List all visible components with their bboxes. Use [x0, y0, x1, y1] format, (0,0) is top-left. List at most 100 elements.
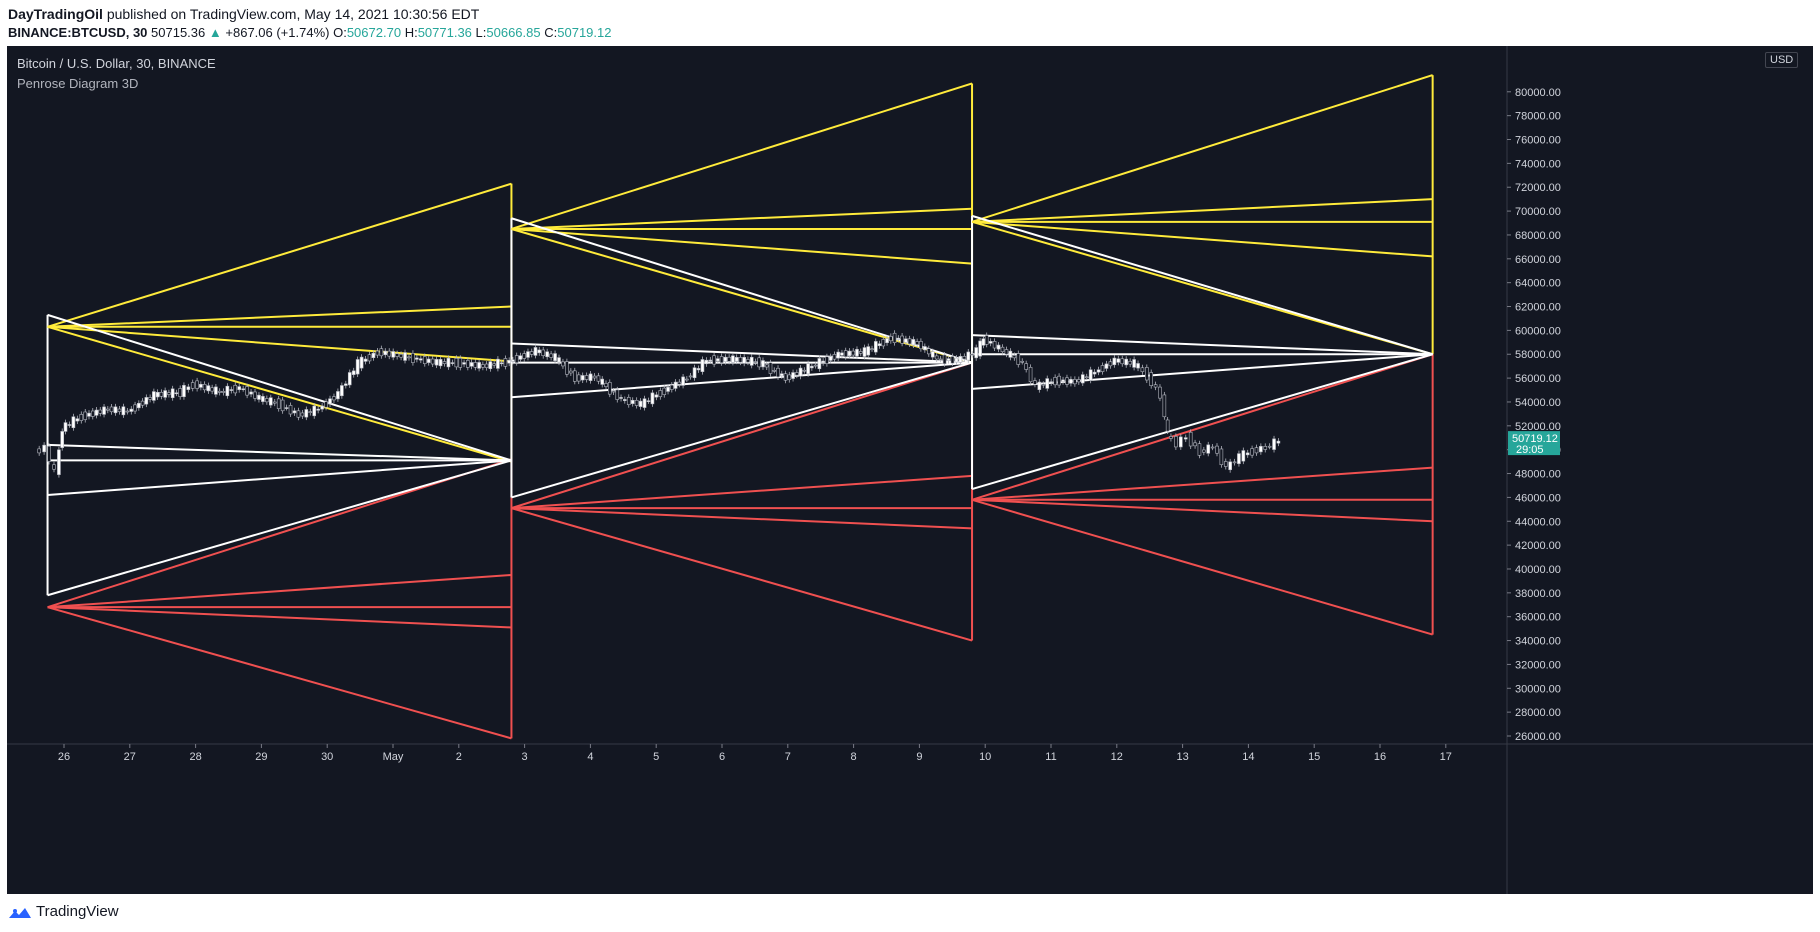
candle-body [67, 424, 72, 426]
candle-body [576, 374, 581, 382]
y-tick-label: 62000.00 [1515, 302, 1561, 314]
candle-body [981, 338, 986, 346]
candle-body [1254, 447, 1259, 454]
candle-body [1206, 444, 1211, 454]
candle-body [518, 355, 523, 360]
candle-body [1016, 353, 1021, 365]
candle-body [828, 356, 833, 361]
candle-body [1061, 379, 1065, 383]
x-tick-label: 30 [321, 751, 333, 763]
candle-body [87, 412, 91, 417]
candle-body [399, 354, 403, 358]
candle-body [304, 409, 309, 418]
candle-body [1140, 367, 1145, 373]
candle-body [746, 359, 750, 363]
candle-body [1250, 448, 1254, 456]
yellow-fan-line [971, 198, 1433, 223]
candle-body [658, 390, 663, 398]
candle-body [666, 386, 670, 392]
candle-body [611, 390, 616, 393]
y-tick-label: 46000.00 [1515, 492, 1561, 504]
candle-body [503, 358, 508, 367]
candle-body [753, 361, 758, 363]
candle-body [426, 358, 431, 363]
candle-body [779, 373, 784, 377]
candle-body [919, 341, 923, 350]
candle-body [336, 391, 340, 400]
candle-body [900, 335, 904, 344]
candle-body [1112, 357, 1117, 366]
candle-body [488, 361, 493, 370]
chart-title: Bitcoin / U.S. Dollar, 30, BINANCE [17, 56, 216, 71]
candle-body [308, 411, 313, 413]
currency-badge[interactable]: USD [1765, 52, 1799, 68]
candle-body [320, 405, 324, 410]
brand-name[interactable]: TradingView [36, 903, 119, 920]
candle-body [340, 385, 344, 397]
candle-body [791, 372, 795, 379]
candle-body [469, 362, 474, 367]
candle-body [1241, 450, 1246, 462]
candle-body [716, 358, 720, 362]
candle-body [407, 356, 411, 359]
yellow-fan-line [47, 305, 512, 328]
y-tick-label: 34000.00 [1515, 636, 1561, 648]
candle-body [75, 418, 80, 422]
candle-body [761, 360, 765, 368]
candle-body [284, 407, 289, 409]
candle-body [391, 351, 395, 358]
candle-body [1193, 442, 1197, 447]
candle-body [430, 358, 435, 365]
candle-body [915, 341, 919, 345]
candle-body [650, 392, 655, 405]
candle-body [1158, 386, 1162, 399]
candle-body [419, 358, 423, 361]
candle-body [962, 356, 967, 360]
candle-body [877, 343, 882, 347]
candle-body [344, 383, 348, 386]
candle-body [438, 359, 443, 367]
candle-body [499, 362, 504, 365]
candle-body [90, 410, 95, 417]
candle-body [619, 397, 623, 399]
candle-body [708, 359, 713, 362]
white-fan-line [511, 342, 973, 364]
y-tick-label: 38000.00 [1515, 588, 1561, 600]
publisher-name[interactable]: DayTradingOil [8, 6, 103, 22]
candle-body [557, 357, 561, 363]
candle-body [712, 355, 716, 365]
candle-body [403, 352, 407, 361]
indicator-name[interactable]: Penrose Diagram 3D [17, 76, 139, 91]
y-tick-label: 66000.00 [1515, 254, 1561, 266]
candle-body [843, 350, 848, 358]
red-fan-line [511, 361, 973, 510]
yellow-fan-line [47, 325, 512, 463]
published-text: published on TradingView.com, May 14, 20… [106, 6, 480, 22]
chart-area[interactable]: 26000.00 28000.00 30000.00 32000.00 34000.00… [7, 46, 1813, 894]
candle-body [94, 409, 99, 416]
penrose-diagram-3 [971, 74, 1434, 636]
close-value: 50719.12 [557, 25, 612, 40]
candle-body [1069, 378, 1073, 384]
red-fan-line [971, 353, 1433, 501]
candle-body [907, 338, 912, 345]
x-tick-label: 3 [522, 751, 528, 763]
yellow-fan-line [971, 220, 1433, 258]
candle-body [1162, 394, 1167, 418]
candle-body [1024, 363, 1028, 370]
candle-body [98, 409, 103, 414]
candle-body [646, 400, 651, 402]
candle-body [167, 392, 171, 395]
open-value: 50672.70 [346, 25, 402, 40]
candle-body [454, 358, 459, 368]
candle-body [371, 352, 376, 359]
candle-body [970, 353, 975, 356]
candle-body [742, 357, 746, 364]
candle-body [182, 385, 186, 398]
candle-body [1080, 374, 1085, 384]
y-tick-label: 64000.00 [1515, 278, 1561, 290]
candle-body [1084, 376, 1089, 379]
chart-svg[interactable]: 26000.00 28000.00 30000.00 32000.00 34000.00… [7, 46, 1813, 894]
candle-body [210, 387, 214, 392]
y-tick-label: 44000.00 [1515, 516, 1561, 528]
